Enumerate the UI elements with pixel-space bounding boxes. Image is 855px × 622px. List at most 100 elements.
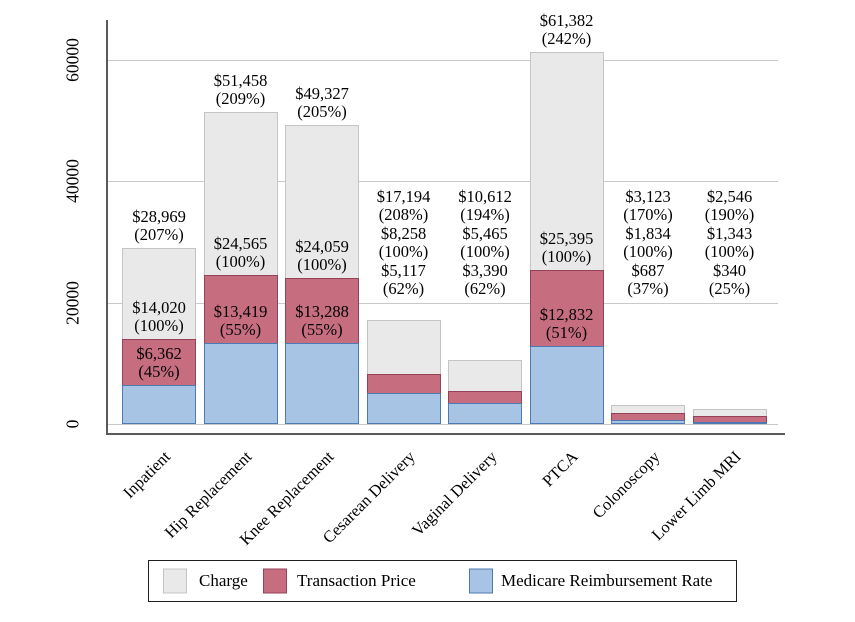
bar-medicare-reimbursement-rate-knee-replacement [285, 343, 359, 424]
value-amount: $14,020 [132, 297, 186, 317]
bar-medicare-reimbursement-rate-lower-limb-mri [692, 421, 767, 424]
value-label-charge-colonoscopy: $3,123 (170%) [593, 188, 703, 224]
value-label-medicare-reimbursement-rate-ptca: $12,832 (51%) [512, 306, 622, 342]
x-axis-line [106, 433, 785, 435]
value-label-medicare-reimbursement-rate-cesarean-delivery: $5,117 (62%) [349, 262, 459, 298]
value-amount: $6,362 [136, 344, 182, 364]
value-label-charge-vaginal-delivery: $10,612 (194%) [430, 188, 540, 224]
value-amount: $3,390 [462, 261, 508, 280]
bar-medicare-reimbursement-rate-vaginal-delivery [448, 403, 522, 424]
value-label-medicare-reimbursement-rate-lower-limb-mri: $340 (25%) [675, 262, 785, 298]
legend-label-transaction-price: Transaction Price [297, 571, 416, 590]
value-label-charge-knee-replacement: $49,327 (205%) [267, 83, 377, 121]
gridline-0 [108, 424, 778, 425]
value-percent: (62%) [382, 279, 425, 298]
value-label-transaction-price-lower-limb-mri: $1,343 (100%) [675, 225, 785, 261]
value-amount: $1,343 [706, 224, 753, 243]
y-tick-label-60000: 60000 [62, 38, 83, 82]
value-amount: $61,382 [539, 10, 594, 30]
value-amount: $24,565 [213, 233, 268, 253]
value-percent: (190%) [704, 205, 755, 224]
value-amount: $687 [631, 261, 665, 280]
bar-medicare-reimbursement-rate-hip-replacement [203, 342, 278, 424]
value-label-transaction-price-inpatient: $14,020 (100%) [104, 297, 214, 335]
legend-label-medicare-reimbursement-rate: Medicare Reimbursement Rate [501, 571, 713, 590]
value-amount: $13,288 [295, 302, 349, 322]
y-tick-label-40000: 40000 [62, 159, 83, 204]
value-amount: $12,832 [539, 305, 594, 325]
value-label-charge-hip-replacement: $51,458 (209%) [186, 70, 296, 108]
value-label-medicare-reimbursement-rate-inpatient: $6,362 (45%) [104, 345, 214, 381]
bar-medicare-reimbursement-rate-cesarean-delivery [366, 392, 441, 424]
value-amount: $17,194 [376, 187, 431, 206]
value-amount: $340 [713, 261, 746, 280]
value-percent: (100%) [215, 251, 266, 271]
value-amount: $1,834 [625, 224, 671, 243]
value-percent: (37%) [627, 279, 669, 298]
value-percent: (100%) [623, 242, 673, 261]
value-amount: $49,327 [295, 83, 349, 103]
value-percent: (170%) [623, 205, 673, 224]
y-tick-label-0: 0 [62, 419, 83, 429]
x-axis-label-colonoscopy: Colonoscopy [588, 447, 664, 523]
value-label-charge-lower-limb-mri: $2,546 (190%) [675, 188, 785, 224]
value-percent: (100%) [541, 246, 592, 266]
value-percent: (100%) [378, 242, 429, 261]
gridline-40000 [108, 181, 778, 183]
value-percent: (100%) [134, 315, 184, 335]
value-amount: $13,419 [213, 301, 268, 321]
value-amount: $25,395 [539, 228, 594, 248]
value-label-transaction-price-colonoscopy: $1,834 (100%) [593, 225, 703, 261]
value-label-charge-cesarean-delivery: $17,194 (208%) [349, 188, 459, 224]
value-label-transaction-price-cesarean-delivery: $8,258 (100%) [349, 225, 459, 261]
value-label-transaction-price-knee-replacement: $24,059 (100%) [267, 238, 377, 274]
bar-medicare-reimbursement-rate-inpatient [122, 385, 196, 424]
value-amount: $3,123 [625, 187, 671, 206]
value-percent: (242%) [541, 28, 592, 48]
value-percent: (55%) [219, 319, 262, 339]
value-percent: (100%) [460, 242, 510, 261]
x-axis-label-ptca: PTCA [538, 447, 582, 491]
value-amount: $51,458 [213, 70, 268, 90]
bar-medicare-reimbursement-rate-ptca [529, 346, 604, 424]
value-label-medicare-reimbursement-rate-vaginal-delivery: $3,390 (62%) [430, 262, 540, 298]
value-label-transaction-price-vaginal-delivery: $5,465 (100%) [430, 225, 540, 261]
value-amount: $8,258 [380, 224, 427, 243]
value-percent: (100%) [704, 242, 755, 261]
value-percent: (25%) [708, 279, 751, 298]
value-percent: (209%) [215, 88, 266, 108]
value-amount: $28,969 [132, 207, 186, 227]
legend: Charge Transaction Price Medicare Reimbu… [148, 560, 737, 602]
gridline-20000 [108, 302, 778, 304]
value-amount: $24,059 [295, 237, 349, 257]
value-amount: $5,117 [381, 261, 426, 280]
value-label-medicare-reimbursement-rate-hip-replacement: $13,419 (55%) [186, 301, 296, 339]
value-percent: (55%) [301, 320, 343, 340]
value-percent: (207%) [134, 225, 184, 245]
y-tick-label-20000: 20000 [62, 280, 83, 325]
legend-label-charge: Charge [199, 571, 248, 590]
value-amount: $10,612 [458, 187, 512, 206]
value-percent: (51%) [545, 323, 588, 343]
x-axis-label-inpatient: Inpatient [119, 447, 175, 502]
value-percent: (100%) [297, 255, 347, 275]
value-percent: (208%) [378, 205, 429, 224]
gridline-60000 [108, 60, 778, 61]
legend-swatch-medicare-reimbursement-rate [469, 568, 493, 594]
legend-swatch-transaction-price [263, 568, 287, 594]
legend-swatch-charge [163, 568, 187, 594]
value-label-transaction-price-ptca: $25,395 (100%) [512, 228, 622, 266]
value-percent: (62%) [464, 279, 506, 298]
x-axis-label-vaginal-delivery: Vaginal Delivery [407, 447, 501, 540]
value-amount: $5,465 [462, 224, 508, 243]
value-percent: (194%) [460, 205, 510, 224]
value-percent: (205%) [297, 101, 347, 121]
value-label-medicare-reimbursement-rate-colonoscopy: $687 (37%) [593, 262, 703, 298]
value-label-charge-ptca: $61,382 (242%) [512, 10, 622, 48]
value-label-charge-inpatient: $28,969 (207%) [104, 208, 214, 244]
value-percent: (45%) [138, 362, 180, 382]
y-axis-line [106, 20, 108, 434]
value-label-transaction-price-hip-replacement: $24,565 (100%) [186, 233, 296, 271]
value-amount: $2,546 [706, 187, 753, 206]
